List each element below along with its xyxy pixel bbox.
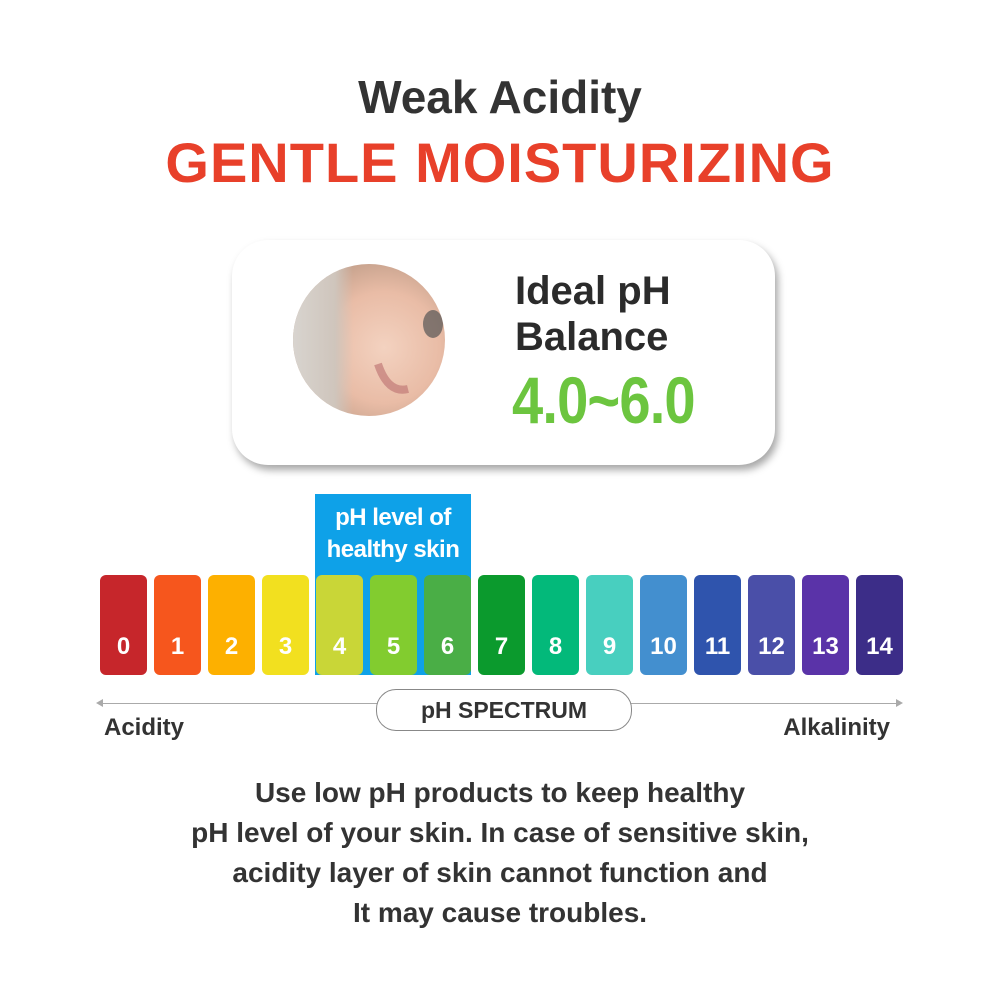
ph-bar-12: 12	[748, 575, 795, 675]
description-line: acidity layer of skin cannot function an…	[232, 857, 768, 888]
ideal-line1: Ideal pH	[515, 269, 671, 313]
ph-bar-13: 13	[802, 575, 849, 675]
ph-bar-9: 9	[586, 575, 633, 675]
ph-bar-4: 4	[316, 575, 363, 675]
ph-bar-6: 6	[424, 575, 471, 675]
acidity-label: Acidity	[104, 714, 185, 741]
headline: GENTLE MOISTURIZING	[165, 131, 835, 194]
alkalinity-label: Alkalinity	[783, 714, 890, 741]
arrow-left-icon	[96, 699, 103, 707]
healthy-line2: healthy skin	[326, 536, 460, 563]
ph-spectrum-label: pH SPECTRUM	[376, 689, 632, 731]
ph-bar-7: 7	[478, 575, 525, 675]
description-line: It may cause troubles.	[352, 897, 648, 928]
ph-bar-5: 5	[370, 575, 417, 675]
description-line: pH level of your skin. In case of sensit…	[191, 817, 809, 848]
ideal-line2: Balance	[515, 315, 669, 359]
subtitle: Weak Acidity	[358, 71, 642, 123]
arrow-right-icon	[896, 699, 903, 707]
description: Use low pH products to keep healthy pH l…	[0, 773, 1000, 933]
ph-bar-8: 8	[532, 575, 579, 675]
ideal-ph-heading: Ideal pH Balance	[515, 268, 671, 360]
description-line: Use low pH products to keep healthy	[254, 777, 746, 808]
ph-bar-10: 10	[640, 575, 687, 675]
ph-bar-14: 14	[856, 575, 903, 675]
healthy-skin-label: pH level of healthy skin	[315, 502, 471, 566]
ph-bar-11: 11	[694, 575, 741, 675]
ph-range-value: 4.0~6.0	[512, 363, 696, 437]
ph-bar-1: 1	[154, 575, 201, 675]
baby-photo	[293, 264, 445, 416]
healthy-line1: pH level of	[335, 504, 451, 531]
ph-bar-3: 3	[262, 575, 309, 675]
ph-bar-0: 0	[100, 575, 147, 675]
ph-bar-2: 2	[208, 575, 255, 675]
